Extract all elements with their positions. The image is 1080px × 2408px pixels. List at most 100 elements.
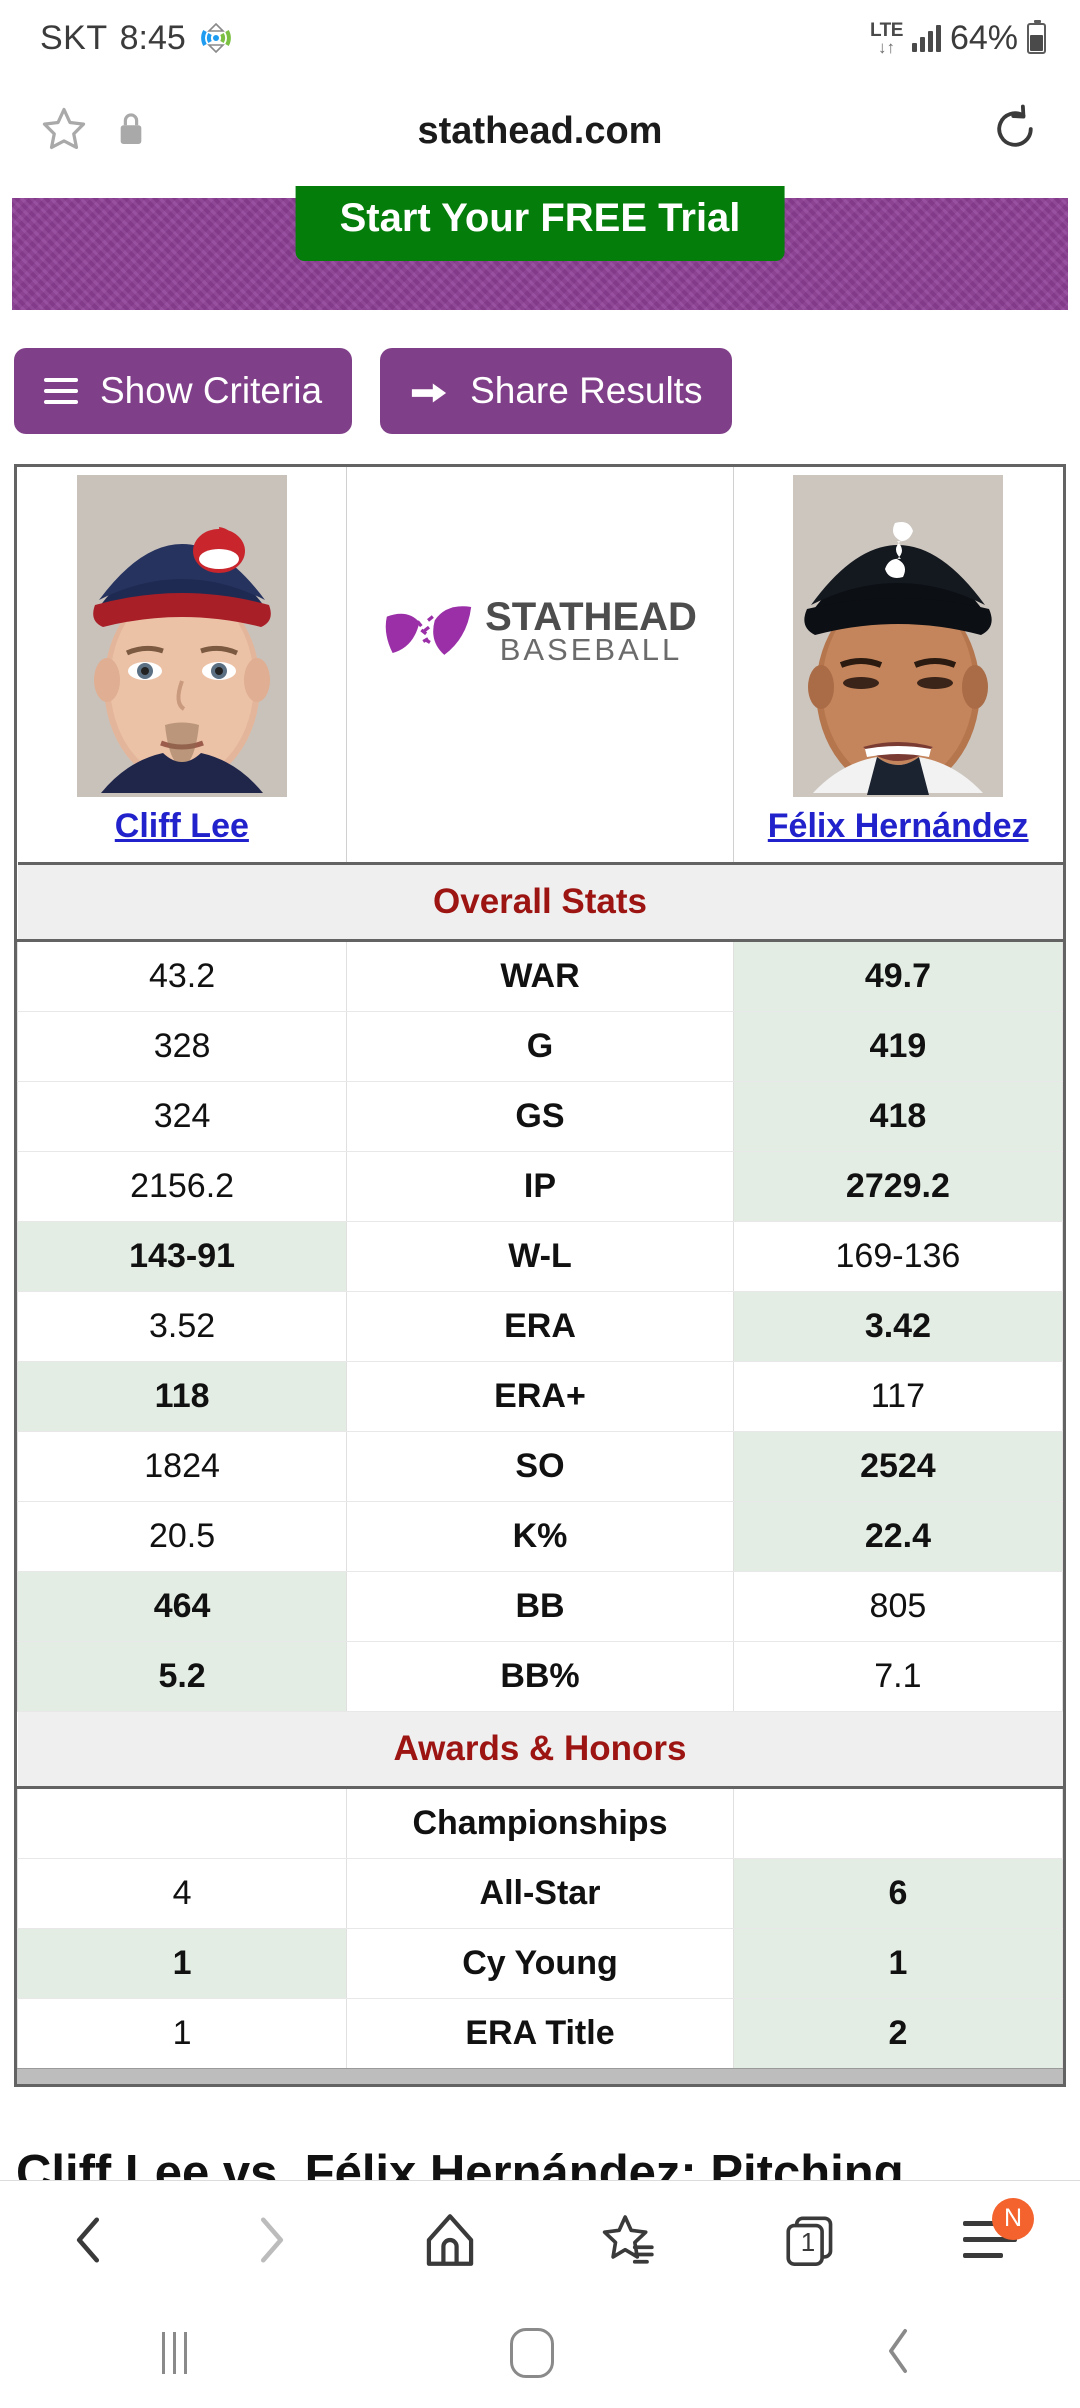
- horizontal-scrollbar[interactable]: [17, 2068, 1063, 2084]
- table-row: 1 Cy Young 1: [16, 1928, 1064, 1999]
- left-value: 324: [16, 1081, 348, 1152]
- right-value: 49.7: [732, 940, 1064, 1012]
- tab-count-label: 1: [800, 2226, 816, 2257]
- left-value: 4: [16, 1858, 348, 1929]
- photo-row: STATHEAD BASEBALL: [18, 467, 1063, 797]
- player-link-right[interactable]: Félix Hernández: [767, 807, 1029, 845]
- share-arrow-icon: [410, 376, 448, 406]
- star-icon[interactable]: [38, 103, 90, 160]
- stat-label: ERA+: [346, 1361, 734, 1432]
- stat-label: W-L: [346, 1221, 734, 1292]
- section-header-row: Overall Stats: [17, 863, 1063, 942]
- table-row: 143-91 W-L 169-136: [16, 1221, 1064, 1292]
- left-value: 328: [16, 1011, 348, 1082]
- stathead-logo: STATHEAD BASEBALL: [347, 595, 733, 670]
- forward-chevron-icon: [238, 2208, 302, 2272]
- stat-label: BB: [346, 1571, 734, 1642]
- left-value: 1: [16, 1998, 348, 2068]
- table-row: 3.52 ERA 3.42: [16, 1291, 1064, 1362]
- table-body: STATHEAD BASEBALL: [16, 467, 1064, 2068]
- right-value: 2: [732, 1998, 1064, 2068]
- left-value: 3.52: [16, 1291, 348, 1362]
- stat-label: ERA: [346, 1291, 734, 1362]
- left-value: 2156.2: [16, 1151, 348, 1222]
- reload-icon[interactable]: [988, 102, 1042, 161]
- home-circle-icon[interactable]: [510, 2328, 555, 2378]
- left-value: 118: [16, 1361, 348, 1432]
- stat-label: G: [346, 1011, 734, 1082]
- left-value: 1824: [16, 1431, 348, 1502]
- show-criteria-label: Show Criteria: [100, 370, 323, 411]
- right-player-photo-cell: [733, 467, 1062, 797]
- battery-icon: [1027, 19, 1046, 54]
- right-value: 7.1: [732, 1641, 1064, 1712]
- right-value: 3.42: [732, 1291, 1064, 1362]
- status-bar-left: SKT 8:45: [40, 19, 234, 58]
- right-value: 22.4: [732, 1501, 1064, 1572]
- left-player-name-cell: Cliff Lee: [17, 797, 347, 865]
- stathead-wordmark: STATHEAD BASEBALL: [485, 595, 697, 668]
- comparison-table-container: STATHEAD BASEBALL: [14, 464, 1066, 2087]
- table-row: 5.2 BB% 7.1: [16, 1641, 1064, 1712]
- data-arrows-icon: ↓↑: [877, 37, 895, 57]
- status-bar: SKT 8:45 LTE ↓↑ 64%: [0, 0, 1080, 76]
- network-type-indicator: LTE ↓↑: [870, 21, 903, 56]
- bottom-heading: Cliff Lee vs. Félix Hernández: Pitching: [16, 2146, 904, 2180]
- battery-percent-label: 64%: [949, 18, 1018, 57]
- stat-label: WAR: [346, 940, 734, 1012]
- logo-line-2: BASEBALL: [499, 632, 683, 668]
- baseball-mark-icon: [383, 595, 475, 670]
- table-row: 20.5 K% 22.4: [16, 1501, 1064, 1572]
- right-player-name-cell: Félix Hernández: [733, 797, 1063, 865]
- stat-label: ERA Title: [465, 2014, 615, 2052]
- right-value: 419: [732, 1011, 1064, 1082]
- stat-label: IP: [346, 1151, 734, 1222]
- table-row: 4 All-Star 6: [16, 1858, 1064, 1929]
- android-back-icon[interactable]: [878, 2325, 918, 2382]
- section-title: Overall Stats: [17, 863, 1063, 942]
- start-free-trial-button[interactable]: Start Your FREE Trial: [295, 186, 785, 261]
- avatar: [22, 475, 343, 797]
- home-icon[interactable]: [418, 2208, 482, 2272]
- spacer-cell: [346, 797, 734, 865]
- player-comparison-table: STATHEAD BASEBALL: [16, 467, 1064, 2068]
- show-criteria-button[interactable]: Show Criteria: [14, 348, 353, 434]
- stat-label: Cy Young: [346, 1928, 734, 1999]
- right-value: 805: [732, 1571, 1064, 1642]
- table-row: 464 BB 805: [16, 1571, 1064, 1642]
- browser-navigation-bar: 1 N: [0, 2180, 1080, 2298]
- table-row: 328 G 419: [16, 1011, 1064, 1082]
- back-chevron-icon[interactable]: [58, 2208, 122, 2272]
- bookmarks-star-icon[interactable]: [598, 2208, 662, 2272]
- right-value: 169-136: [732, 1221, 1064, 1292]
- stat-label: GS: [346, 1081, 734, 1152]
- action-bar: Show Criteria Share Results: [0, 310, 1080, 452]
- menu-lines: [963, 2221, 1017, 2258]
- android-navigation-bar: [0, 2298, 1080, 2408]
- table-row: 43.2 WAR 49.7: [16, 940, 1064, 1012]
- logo-line-1: STATHEAD: [485, 595, 697, 640]
- right-value: 6: [732, 1858, 1064, 1929]
- table-row: Championships: [16, 1787, 1064, 1859]
- left-value: 5.2: [16, 1641, 348, 1712]
- stat-label: BB%: [346, 1641, 734, 1712]
- lock-icon[interactable]: [116, 110, 146, 153]
- url-bar-left-icons: [38, 103, 146, 160]
- tabs-icon[interactable]: 1: [778, 2208, 842, 2272]
- right-value: [732, 1787, 1064, 1859]
- right-value: 2729.2: [732, 1151, 1064, 1222]
- table-row: 118 ERA+ 117: [16, 1361, 1064, 1432]
- player-link-left[interactable]: Cliff Lee: [114, 807, 249, 845]
- promo-banner: Start Your FREE Trial: [12, 186, 1068, 310]
- carrier-label: SKT: [40, 18, 108, 57]
- recents-icon[interactable]: [161, 2332, 187, 2374]
- menu-icon[interactable]: N: [958, 2197, 1034, 2272]
- signal-bars-icon: [911, 24, 941, 52]
- section-header-row: Awards & Honors: [17, 1711, 1063, 1789]
- right-value: 1: [732, 1928, 1064, 1999]
- stat-label: All-Star: [346, 1858, 734, 1929]
- clock-label: 8:45: [119, 18, 186, 57]
- table-row: 2156.2 IP 2729.2: [16, 1151, 1064, 1222]
- share-results-button[interactable]: Share Results: [380, 348, 733, 434]
